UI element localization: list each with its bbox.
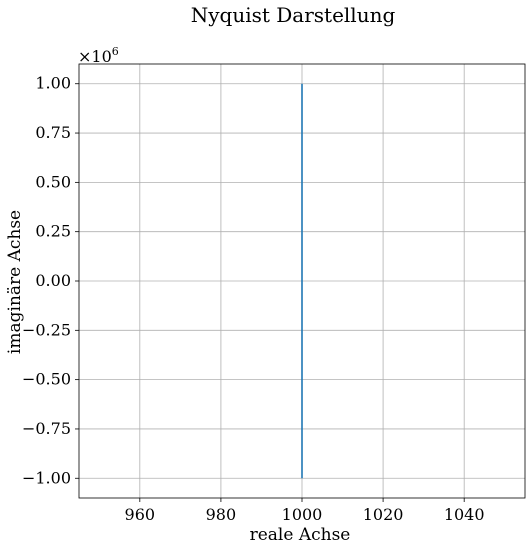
x-axis: 960 980 1000 1020 1040	[125, 498, 485, 524]
y-tick-label: −0.75	[22, 419, 71, 438]
y-offset-multiplier: ×106	[78, 45, 119, 66]
y-axis: 1.00 0.75 0.50 0.25 0.00 −0.25 −0.50 −0.75 −1.00	[22, 74, 79, 487]
x-tick-label: 1000	[282, 505, 323, 524]
y-tick-label: −0.25	[22, 320, 71, 339]
x-tick-label: 1040	[444, 505, 485, 524]
y-tick-label: 0.50	[35, 172, 71, 191]
y-tick-label: 0.25	[35, 222, 71, 241]
y-tick-label: 1.00	[35, 74, 71, 93]
chart-title: Nyquist Darstellung	[191, 3, 396, 27]
y-axis-label: imaginäre Achse	[5, 210, 25, 354]
x-tick-label: 960	[125, 505, 156, 524]
x-tick-label: 980	[206, 505, 237, 524]
x-tick-label: 1020	[363, 505, 404, 524]
y-tick-label: 0.00	[35, 271, 71, 290]
y-tick-label: −0.50	[22, 370, 71, 389]
y-tick-label: 0.75	[35, 123, 71, 142]
y-tick-label: −1.00	[22, 468, 71, 487]
x-axis-label: reale Achse	[250, 525, 351, 545]
